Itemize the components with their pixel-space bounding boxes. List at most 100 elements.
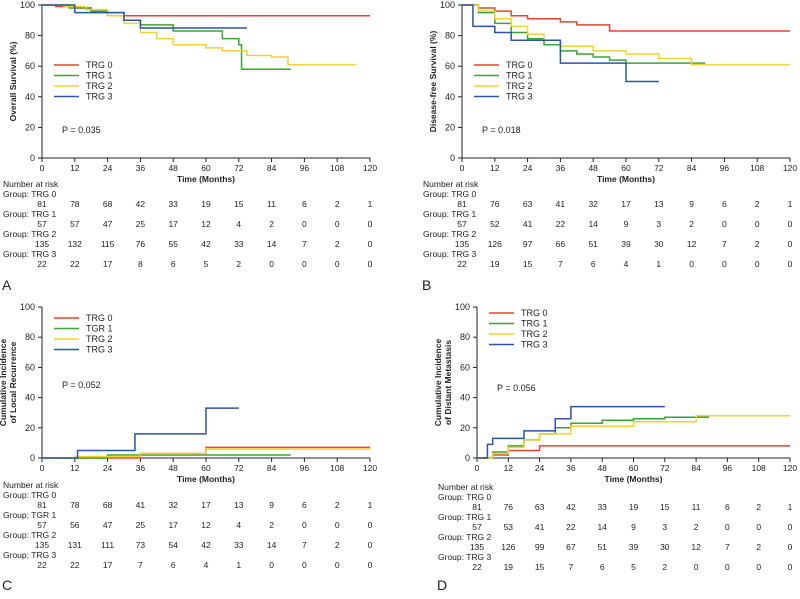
- x-tick-label: 36: [566, 463, 576, 473]
- risk-value: 0: [368, 540, 373, 550]
- risk-value: 4: [204, 560, 209, 570]
- risk-value: 0: [302, 219, 307, 229]
- risk-value: 9: [631, 522, 636, 532]
- risk-value: 63: [523, 199, 533, 209]
- risk-value: 81: [472, 502, 482, 512]
- curve-trg-0: [462, 4, 790, 32]
- y-tick-label: 0: [450, 153, 455, 163]
- x-axis-label: Time (Months): [597, 174, 655, 184]
- risk-value: 22: [566, 522, 576, 532]
- risk-group-label: Group: TRG 0: [438, 492, 491, 502]
- risk-group-label: Group: TRG 3: [3, 550, 56, 560]
- risk-value: 2: [335, 199, 340, 209]
- x-tick-label: 36: [136, 463, 146, 473]
- risk-value: 6: [302, 500, 307, 510]
- risk-value: 99: [535, 542, 545, 552]
- risk-value: 22: [70, 560, 80, 570]
- risk-value: 6: [600, 562, 605, 572]
- risk-value: 0: [788, 542, 793, 552]
- risk-group-label: Group: TRG 0: [3, 189, 56, 199]
- risk-value: 115: [101, 239, 115, 249]
- risk-value: 7: [725, 542, 730, 552]
- x-tick-label: 24: [523, 163, 533, 173]
- risk-value: 7: [138, 560, 143, 570]
- risk-value: 17: [103, 560, 113, 570]
- risk-value: 47: [103, 219, 113, 229]
- x-tick-label: 60: [201, 163, 211, 173]
- y-tick-label: 100: [455, 302, 470, 312]
- risk-value: 0: [269, 259, 274, 269]
- risk-value: 0: [368, 239, 373, 249]
- risk-value: 0: [788, 522, 793, 532]
- risk-value: 4: [236, 520, 241, 530]
- risk-value: 1: [368, 500, 373, 510]
- risk-value: 76: [490, 199, 500, 209]
- risk-value: 68: [103, 199, 113, 209]
- risk-value: 0: [368, 259, 373, 269]
- x-tick-label: 0: [460, 163, 465, 173]
- risk-value: 15: [523, 259, 533, 269]
- risk-group-label: Group: TRG 2: [423, 229, 476, 239]
- y-axis-label: Cumulative Incidence: [433, 339, 443, 427]
- p-value: P = 0.018: [482, 125, 521, 135]
- risk-value: 135: [35, 239, 49, 249]
- risk-value: 132: [68, 239, 82, 249]
- x-tick-label: 0: [40, 463, 45, 473]
- y-tick-label: 60: [460, 362, 470, 372]
- legend-label: TRG 0: [521, 308, 548, 318]
- risk-value: 0: [368, 560, 373, 570]
- risk-value: 81: [457, 199, 467, 209]
- risk-value: 2: [269, 520, 274, 530]
- risk-value: 0: [269, 560, 274, 570]
- curve-trg-1: [462, 4, 706, 64]
- risk-value: 22: [556, 219, 566, 229]
- risk-table-header: Number at risk: [423, 179, 479, 189]
- x-tick-label: 96: [720, 163, 730, 173]
- risk-value: 2: [755, 199, 760, 209]
- risk-value: 25: [136, 219, 146, 229]
- y-tick-label: 80: [25, 31, 35, 41]
- risk-table-header: Number at risk: [438, 482, 494, 492]
- y-tick-label: 40: [25, 393, 35, 403]
- risk-value: 41: [523, 219, 533, 229]
- curve-trg-3: [42, 4, 247, 29]
- risk-value: 41: [535, 522, 545, 532]
- risk-group-label: Group: TRG 1: [438, 512, 491, 522]
- y-tick-label: 100: [20, 302, 35, 312]
- risk-value: 2: [755, 239, 760, 249]
- x-tick-label: 84: [691, 463, 701, 473]
- risk-value: 32: [168, 500, 178, 510]
- risk-value: 33: [234, 239, 244, 249]
- curve-trg-3: [42, 407, 239, 459]
- y-tick-label: 0: [465, 453, 470, 463]
- risk-value: 2: [335, 540, 340, 550]
- curve-trg-3: [462, 4, 659, 83]
- risk-value: 126: [488, 239, 502, 249]
- risk-value: 8: [138, 259, 143, 269]
- y-axis-label: of Local Recurrence: [8, 341, 18, 423]
- risk-value: 0: [756, 522, 761, 532]
- risk-value: 6: [722, 199, 727, 209]
- risk-value: 2: [236, 259, 241, 269]
- risk-value: 14: [267, 540, 277, 550]
- risk-value: 78: [70, 199, 80, 209]
- y-axis-label: Cumulative Incidence: [0, 339, 8, 427]
- x-tick-label: 120: [783, 463, 797, 473]
- x-tick-label: 36: [556, 163, 566, 173]
- risk-value: 41: [556, 199, 566, 209]
- x-tick-label: 120: [363, 163, 377, 173]
- y-tick-label: 80: [460, 332, 470, 342]
- risk-value: 30: [660, 542, 670, 552]
- x-tick-label: 72: [654, 163, 664, 173]
- curve-trg-1: [477, 416, 710, 459]
- risk-value: 0: [755, 259, 760, 269]
- risk-value: 15: [660, 502, 670, 512]
- risk-value: 0: [788, 219, 793, 229]
- risk-value: 14: [267, 239, 277, 249]
- risk-value: 6: [171, 259, 176, 269]
- risk-value: 76: [136, 239, 146, 249]
- risk-value: 6: [725, 502, 730, 512]
- p-value: P = 0.035: [62, 125, 101, 135]
- risk-value: 2: [756, 502, 761, 512]
